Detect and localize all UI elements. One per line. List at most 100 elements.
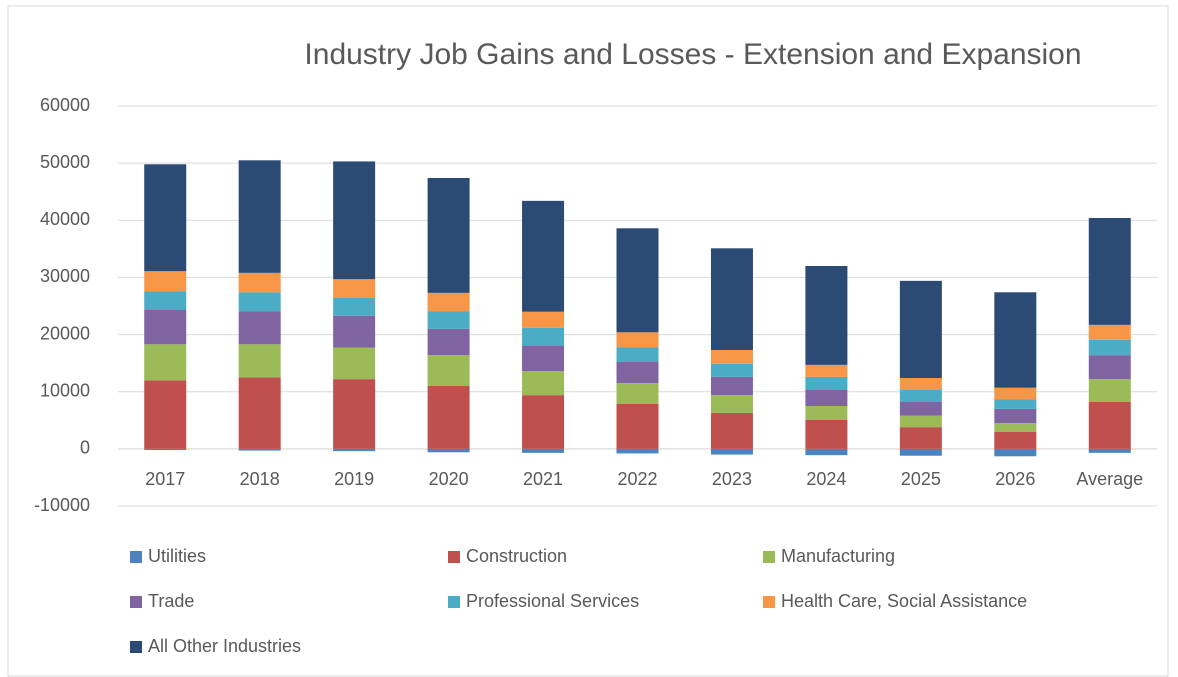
bar-segment: [805, 448, 848, 456]
bar-segment: [427, 355, 470, 386]
bar-segment: [899, 390, 942, 402]
chart-border: [7, 5, 1169, 677]
legend-swatch: [763, 596, 775, 608]
bar-segment: [333, 161, 376, 280]
bar-segment: [238, 311, 281, 345]
bar-segment: [522, 327, 565, 346]
bar-segment: [805, 364, 848, 377]
y-tick-label: 20000: [40, 323, 90, 343]
bar-segment: [1088, 324, 1131, 340]
bar-segment: [144, 344, 187, 381]
x-tick-label: 2020: [429, 469, 469, 489]
bar-segment: [1088, 339, 1131, 356]
bar-segment: [710, 350, 753, 364]
bar-segment: [238, 272, 281, 293]
bar-segment: [899, 280, 942, 378]
bar-segment: [805, 376, 848, 390]
bar-segment: [333, 448, 376, 452]
legend-swatch: [448, 551, 460, 563]
bar-segment: [144, 310, 187, 345]
bar-segment: [994, 448, 1037, 457]
bar-segment: [333, 379, 376, 449]
bar-segment: [427, 448, 470, 453]
x-tick-label: 2018: [240, 469, 280, 489]
bar-segment: [994, 292, 1037, 388]
bar-segment: [710, 248, 753, 350]
bar-segment: [144, 164, 187, 272]
bar-segment: [899, 427, 942, 449]
bar-segment: [333, 279, 376, 298]
bar-segment: [616, 403, 659, 449]
y-tick-label: -10000: [34, 495, 90, 515]
legend-label: Trade: [148, 591, 194, 611]
bar-segment: [616, 228, 659, 333]
bar-segment: [144, 291, 187, 310]
bar-segment: [522, 346, 565, 372]
x-tick-label: 2022: [617, 469, 657, 489]
bar-segment: [710, 448, 753, 455]
x-tick-label: 2019: [334, 469, 374, 489]
legend-label: Professional Services: [466, 591, 639, 611]
bar-segment: [710, 412, 753, 449]
bar-segment: [238, 344, 281, 378]
bar-segment: [144, 271, 187, 292]
bar-segment: [333, 347, 376, 380]
x-tick-label: 2017: [145, 469, 185, 489]
bar-segment: [994, 431, 1037, 449]
x-tick-label: 2026: [995, 469, 1035, 489]
bar-segment: [427, 292, 470, 312]
legend-label: Utilities: [148, 546, 206, 566]
bar-segment: [616, 383, 659, 404]
bar-segment: [710, 395, 753, 413]
y-tick-label: 30000: [40, 266, 90, 286]
x-tick-label: 2025: [901, 469, 941, 489]
legend-label: Health Care, Social Assistance: [781, 591, 1027, 611]
bar-segment: [805, 390, 848, 406]
bar-segment: [1088, 402, 1131, 449]
bar-segment: [994, 387, 1037, 400]
bar-segment: [1088, 218, 1131, 325]
bar-segment: [710, 363, 753, 377]
legend-swatch: [130, 641, 142, 653]
y-tick-label: 40000: [40, 209, 90, 229]
bar-segment: [522, 311, 565, 328]
bar-segment: [994, 399, 1037, 409]
bar-segment: [616, 332, 659, 348]
bar-segment: [427, 386, 470, 449]
bar-segment: [1088, 379, 1131, 402]
bar-segment: [522, 395, 565, 449]
y-tick-label: 50000: [40, 152, 90, 172]
bar-segment: [805, 419, 848, 449]
x-tick-label: Average: [1076, 469, 1143, 489]
bar-segment: [994, 408, 1037, 424]
bar-segment: [616, 362, 659, 384]
bar-segment: [616, 448, 659, 454]
bar-segment: [616, 347, 659, 362]
x-tick-label: 2024: [806, 469, 846, 489]
y-tick-label: 0: [80, 438, 90, 458]
y-tick-label: 60000: [40, 95, 90, 115]
bar-segment: [899, 402, 942, 416]
bar-segment: [1088, 448, 1131, 453]
bar-segment: [144, 380, 187, 449]
bar-segment: [333, 315, 376, 348]
chart-title: Industry Job Gains and Losses - Extensio…: [304, 38, 1081, 71]
bar-segment: [427, 178, 470, 293]
bar-segment: [333, 298, 376, 316]
x-tick-label: 2021: [523, 469, 563, 489]
bar-segment: [805, 266, 848, 365]
bar-segment: [899, 448, 942, 456]
bar-segment: [1088, 355, 1131, 380]
bar-segment: [238, 292, 281, 312]
bar-segment: [238, 377, 281, 449]
bar-segment: [994, 423, 1037, 432]
bar-segment: [144, 448, 187, 450]
legend-swatch: [130, 551, 142, 563]
legend-swatch: [763, 551, 775, 563]
bar-segment: [710, 376, 753, 396]
bar-segment: [427, 328, 470, 356]
bar-segment: [899, 415, 942, 428]
x-tick-label: 2023: [712, 469, 752, 489]
legend-label: Manufacturing: [781, 546, 895, 566]
bar-segment: [522, 371, 565, 396]
